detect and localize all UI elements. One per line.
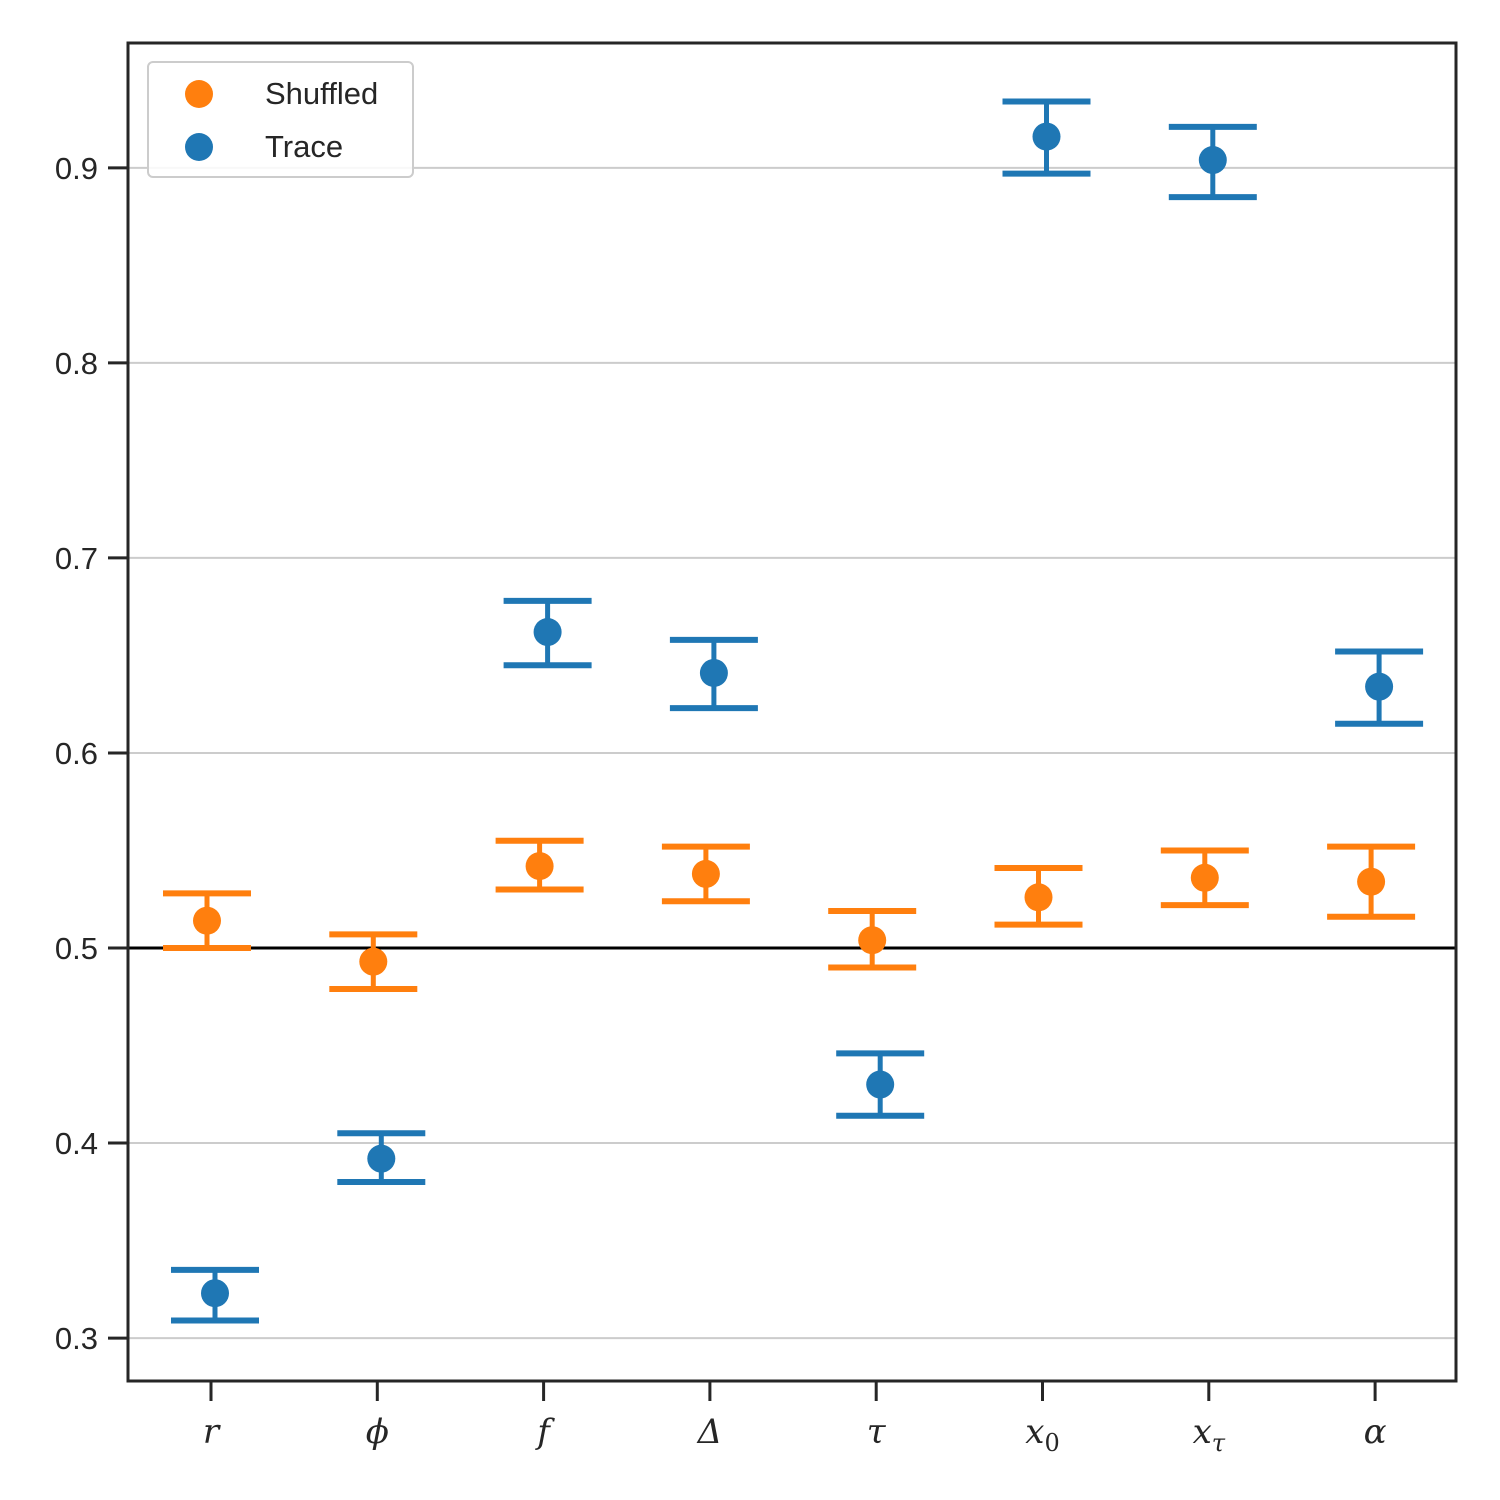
data-point bbox=[866, 1070, 895, 1099]
data-point bbox=[1365, 672, 1394, 701]
data-point bbox=[1032, 122, 1061, 151]
x-tick-label: α bbox=[1364, 1412, 1387, 1452]
series-layer bbox=[163, 98, 1424, 1324]
y-axis: 0.3 0.4 0.5 0.6 0.7 0.8 0.9 bbox=[55, 151, 128, 1356]
y-tick-label: 0.9 bbox=[55, 151, 98, 186]
x-tick-label: r bbox=[203, 1412, 221, 1452]
legend-marker bbox=[185, 80, 213, 108]
legend-marker bbox=[185, 133, 213, 161]
plot-frame bbox=[126, 41, 1458, 1383]
x-tick-label: τ bbox=[867, 1412, 887, 1452]
data-point bbox=[367, 1144, 396, 1173]
data-point bbox=[201, 1279, 229, 1308]
data-point bbox=[1198, 146, 1227, 175]
series-trace bbox=[171, 98, 1424, 1324]
y-tick-label: 0.4 bbox=[55, 1126, 98, 1161]
data-point bbox=[691, 859, 720, 888]
data-point bbox=[1357, 867, 1386, 896]
data-point bbox=[699, 658, 728, 687]
x-tick-label: xτ bbox=[1193, 1412, 1226, 1457]
data-point bbox=[525, 852, 554, 881]
legend-label: Shuffled bbox=[265, 76, 378, 111]
data-point bbox=[1024, 883, 1053, 912]
data-point bbox=[533, 618, 562, 647]
x-tick-label: x0 bbox=[1025, 1412, 1059, 1457]
x-tick-label: Δ bbox=[696, 1412, 723, 1452]
data-point bbox=[858, 926, 887, 955]
legend-label: Trace bbox=[265, 129, 343, 164]
data-point bbox=[359, 947, 388, 976]
y-tick-label: 0.8 bbox=[55, 346, 98, 381]
y-tick-label: 0.3 bbox=[55, 1321, 98, 1356]
y-tick-label: 0.7 bbox=[55, 541, 98, 576]
data-point bbox=[193, 906, 221, 935]
legend: Shuffled Trace bbox=[147, 61, 414, 178]
y-tick-label: 0.5 bbox=[55, 931, 98, 966]
series-shuffled bbox=[163, 837, 1416, 992]
legend-box bbox=[147, 61, 414, 178]
data-point bbox=[1190, 863, 1219, 892]
y-tick-label: 0.6 bbox=[55, 736, 98, 771]
x-tick-label: ϕ bbox=[366, 1412, 389, 1452]
